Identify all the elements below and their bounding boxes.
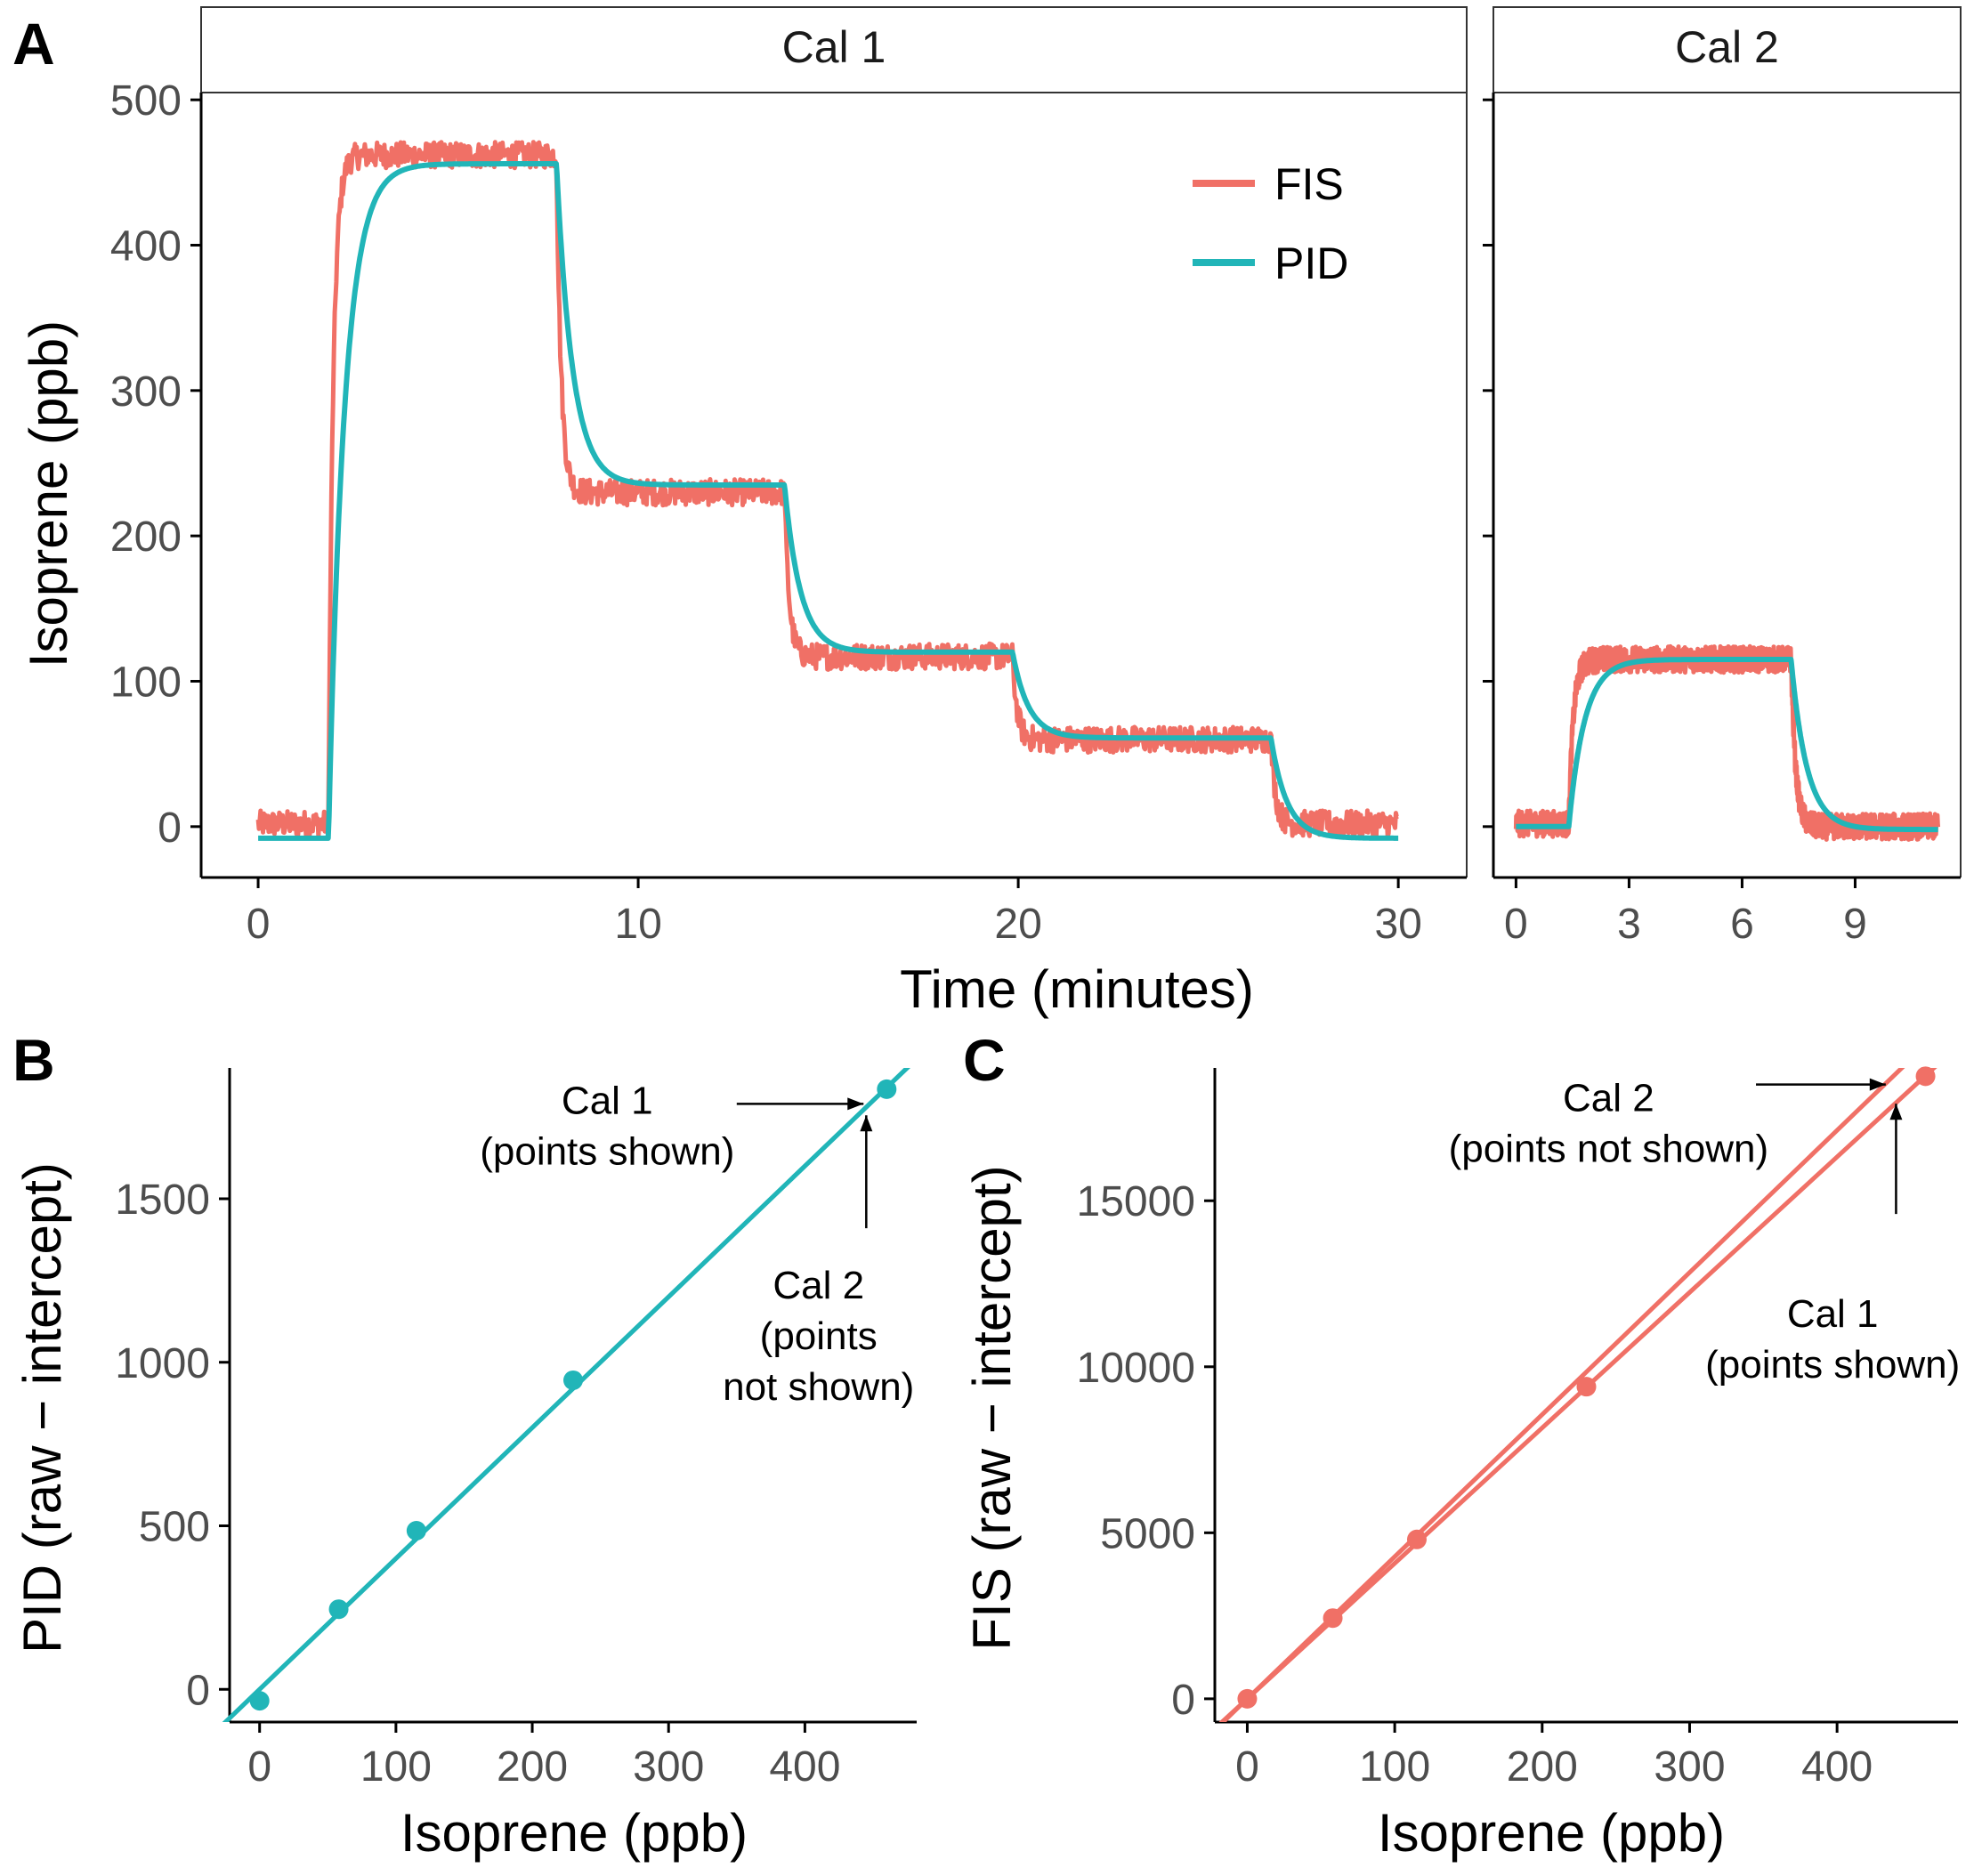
x-tick-label: 6 [1730,901,1754,948]
x-tick-label: 100 [1359,1743,1430,1791]
y-tick-label: 0 [158,805,182,852]
data-point [563,1370,583,1390]
y-tick-label: 300 [110,368,182,416]
data-point [406,1521,426,1541]
y-tick-label: 15000 [1077,1178,1195,1225]
annotation-arrowhead [860,1115,873,1132]
panel-c-xlabel: Isoprene (ppb) [1378,1803,1725,1863]
annotation-arrowhead [1869,1078,1886,1091]
panel-c-ylabel: FIS (raw − intercept) [962,1165,1022,1650]
x-tick-label: 0 [247,901,271,948]
data-point [1323,1608,1343,1629]
y-tick-label: 5000 [1100,1510,1195,1557]
panel-a-ylabel: Isoprene (ppb) [19,320,78,667]
legend-fis-label: FIS [1274,159,1344,209]
x-tick-label: 0 [1504,901,1528,948]
y-tick-label: 0 [1171,1677,1195,1724]
annotation-text: Cal 2 [773,1264,864,1307]
series-pid-line [1513,657,1941,833]
x-tick-label: 200 [1507,1743,1578,1791]
annotation-text: (points not shown) [1449,1128,1769,1171]
x-tick-label: 200 [497,1743,568,1791]
panel-a-letter: A [12,11,55,77]
x-tick-label: 300 [1654,1743,1725,1791]
strip-title: Cal 1 [782,22,886,72]
data-point [1237,1688,1258,1709]
series-pid-line [256,161,1401,841]
annotation-text: (points [760,1314,878,1358]
x-tick-label: 3 [1617,901,1641,948]
y-tick-label: 100 [110,659,182,707]
data-point [1406,1529,1427,1549]
data-point [328,1599,349,1620]
annotation-text: (points shown) [480,1129,734,1173]
x-tick-label: 100 [360,1743,432,1791]
panel-b-ylabel: PID (raw − intercept) [12,1162,72,1654]
annotation-text: (points shown) [1705,1343,1960,1387]
panel-a-cal2: Cal 2 0 3 6 9 [1483,6,1962,948]
panel-c: 0 100 200 300 400 0 5000 10000 15000 Cal 2 (points… [1077,1066,1960,1791]
annotation-text: Cal 2 [1563,1077,1654,1120]
panel-b: 0 100 200 300 400 0 500 1000 1500 Cal 1 (points sh… [115,1068,917,1791]
x-tick-label: 10 [614,901,661,948]
x-tick-label: 0 [247,1743,271,1791]
y-tick-label: 0 [186,1667,210,1714]
panel-c-letter: C [963,1027,1006,1093]
y-tick-label: 500 [139,1504,210,1551]
annotation-text: Cal 1 [562,1079,653,1122]
x-tick-label: 20 [994,901,1041,948]
strip-header [1493,6,1962,93]
data-point [249,1691,270,1711]
y-tick-label: 1000 [115,1340,210,1387]
x-tick-label: 400 [1801,1743,1873,1791]
legend-pid-label: PID [1274,239,1348,288]
x-tick-label: 0 [1235,1743,1259,1791]
y-tick-label: 400 [110,223,182,271]
data-point [1915,1066,1936,1087]
x-tick-label: 30 [1374,901,1421,948]
panel-b-xlabel: Isoprene (ppb) [400,1803,748,1863]
panel-b-letter: B [12,1027,55,1093]
annotation-text: Cal 1 [1787,1292,1879,1336]
panel-a-xlabel: Time (minutes) [900,959,1254,1019]
y-tick-label: 1500 [115,1177,210,1224]
legend-a: FIS PID [1193,159,1348,288]
y-tick-label: 200 [110,513,182,561]
x-tick-label: 9 [1843,901,1867,948]
y-tick-label: 10000 [1077,1345,1195,1392]
x-tick-label: 300 [633,1743,704,1791]
series-fis-line [255,140,1400,839]
annotation-arrowhead [1889,1104,1903,1120]
annotation-text: not shown) [723,1365,914,1409]
y-tick-label: 500 [110,77,182,125]
annotation-arrowhead [847,1097,864,1111]
strip-header [200,6,1468,93]
data-point [1576,1377,1597,1397]
data-point [877,1079,897,1099]
x-tick-label: 400 [769,1743,840,1791]
strip-title: Cal 2 [1675,22,1779,72]
